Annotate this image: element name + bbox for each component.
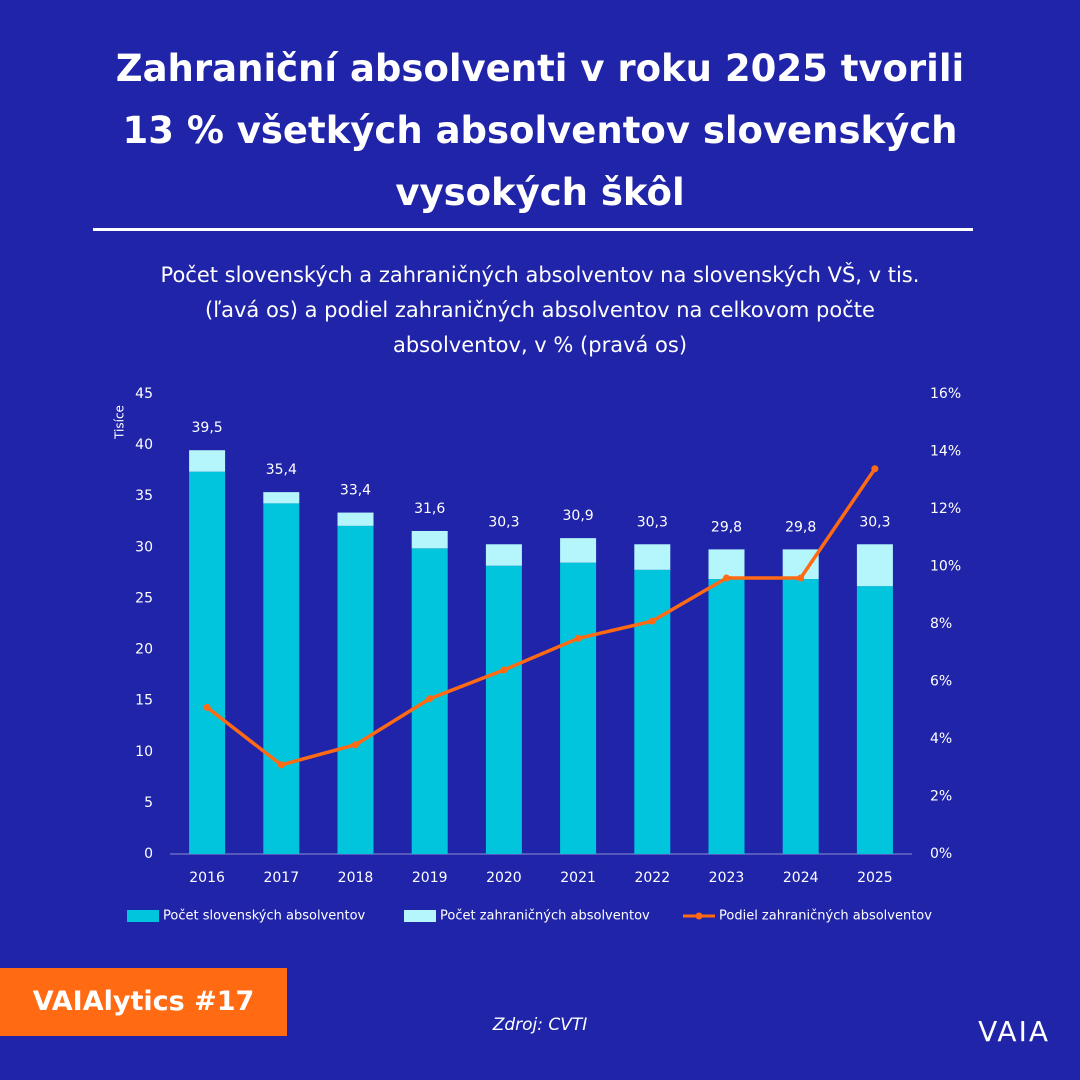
- legend-label: Počet zahraničných absolventov: [440, 909, 650, 924]
- y2-tick-label: 10%: [930, 559, 961, 575]
- title: Zahraniční absolventi v roku 2025 tvoril…: [0, 38, 1080, 224]
- y2-tick-label: 14%: [930, 444, 961, 460]
- x-tick-label: 2017: [263, 870, 299, 886]
- y-axis-label: Tisíce: [113, 405, 127, 440]
- total-label: 30,9: [563, 508, 594, 524]
- x-tick-label: 2024: [783, 870, 819, 886]
- total-label: 30,3: [637, 514, 668, 530]
- bar-segment: [560, 538, 597, 563]
- total-label: 35,4: [266, 462, 297, 478]
- bar-segment: [337, 512, 374, 526]
- y2-tick-label: 4%: [930, 731, 952, 747]
- y-tick-label: 15: [135, 693, 153, 709]
- x-tick-label: 2022: [634, 870, 670, 886]
- bar-segment: [263, 503, 300, 854]
- title-line: 13 % všetkých absolventov slovenských: [122, 109, 958, 152]
- x-tick-label: 2021: [560, 870, 596, 886]
- bar-segment: [856, 544, 893, 587]
- subtitle-line: absolventov, v % (pravá os): [392, 333, 688, 357]
- legend-label: Počet slovenských absolventov: [163, 909, 366, 924]
- bar-segment: [634, 544, 671, 570]
- line-point: [277, 761, 285, 769]
- badge: VAIAlytics #17: [0, 968, 287, 1036]
- line-point: [574, 634, 582, 642]
- total-label: 30,3: [859, 514, 890, 530]
- y2-tick-label: 16%: [930, 386, 961, 402]
- total-label: 30,3: [488, 514, 519, 530]
- bar-segment: [708, 549, 745, 580]
- y-tick-label: 45: [135, 386, 153, 402]
- divider: [93, 228, 973, 231]
- y2-tick-label: 0%: [930, 846, 952, 862]
- y-tick-label: 10: [135, 744, 153, 760]
- x-tick-label: 2023: [709, 870, 745, 886]
- y-tick-label: 30: [135, 539, 153, 555]
- total-label: 29,8: [711, 519, 742, 535]
- bar-segment: [485, 544, 522, 566]
- y2-tick-label: 12%: [930, 501, 961, 517]
- line-point: [648, 617, 656, 625]
- bar-segment: [411, 530, 448, 549]
- line-point: [723, 574, 730, 582]
- bar-segment: [189, 471, 226, 854]
- line: [206, 467, 877, 767]
- source: Zdroj: CVTI: [492, 1015, 588, 1035]
- total-label: 39,5: [192, 420, 223, 436]
- line-point: [797, 574, 805, 582]
- line-point: [500, 666, 508, 674]
- y-tick-label: 25: [135, 590, 153, 606]
- title-line: vysokých škôl: [395, 171, 685, 214]
- line-point: [426, 695, 434, 703]
- subtitle: Počet slovenských a zahraničných absolve…: [0, 258, 1080, 363]
- bar-segment: [782, 549, 819, 580]
- bar-segment: [856, 586, 893, 854]
- y-tick-label: 0: [144, 846, 153, 862]
- x-tick-label: 2025: [857, 870, 893, 886]
- legend-swatch: [127, 910, 159, 922]
- bar-segment: [708, 579, 745, 854]
- line-point: [203, 703, 211, 711]
- x-tick-label: 2019: [412, 870, 448, 886]
- bar-segment: [189, 450, 226, 472]
- y2-tick-label: 2%: [930, 789, 952, 805]
- total-label: 29,8: [785, 519, 816, 535]
- bar-segment: [782, 579, 819, 854]
- bar-segment: [634, 569, 671, 854]
- line-point: [352, 741, 359, 749]
- x-tick-label: 2020: [486, 870, 522, 886]
- subtitle-line: (ľavá os) a podiel zahraničných absolven…: [205, 298, 875, 322]
- y-tick-label: 20: [135, 642, 153, 658]
- logo: VAIA: [978, 1015, 1050, 1048]
- y-tick-label: 40: [135, 437, 153, 453]
- legend-swatch: [404, 910, 436, 922]
- bar-segment: [485, 565, 522, 854]
- total-label: 33,4: [340, 483, 371, 499]
- y2-tick-label: 6%: [930, 674, 952, 690]
- bar-segment: [263, 492, 300, 504]
- total-label: 31,6: [414, 501, 445, 517]
- x-tick-label: 2016: [189, 870, 225, 886]
- legend-swatch: [695, 912, 703, 920]
- y-tick-label: 35: [135, 488, 153, 504]
- chart: Tisíce 0510152025303540450%2%4%6%8%10%12…: [113, 386, 962, 924]
- bar-segment: [337, 525, 374, 854]
- legend-label: Podiel zahraničných absolventov: [719, 909, 932, 924]
- bar-segment: [560, 562, 597, 854]
- subtitle-line: Počet slovenských a zahraničných absolve…: [160, 263, 920, 287]
- x-tick-label: 2018: [338, 870, 374, 886]
- y2-tick-label: 8%: [930, 616, 952, 632]
- y-tick-label: 5: [144, 795, 153, 811]
- line-point: [871, 465, 879, 473]
- title-line: Zahraniční absolventi v roku 2025 tvoril…: [115, 47, 965, 90]
